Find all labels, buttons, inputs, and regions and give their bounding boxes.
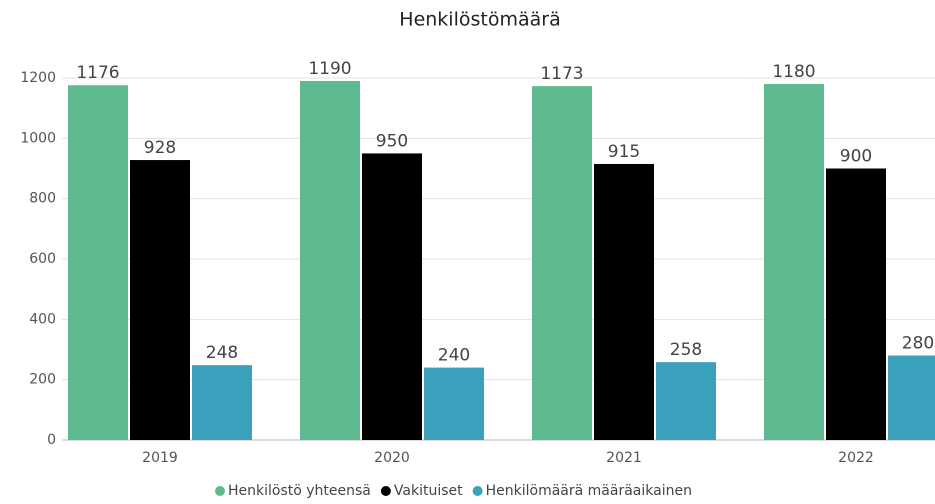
data-label: 928 (144, 138, 176, 158)
data-label: 950 (376, 131, 408, 151)
data-label: 240 (438, 346, 470, 366)
bar (362, 153, 422, 440)
data-label: 1180 (772, 62, 815, 82)
x-tick-label: 2020 (374, 450, 410, 466)
data-label: 280 (902, 334, 934, 354)
data-label: 1190 (308, 59, 351, 79)
y-tick-label: 600 (29, 251, 56, 267)
y-tick-label: 1000 (20, 130, 56, 146)
x-tick-label: 2019 (142, 450, 178, 466)
bar (300, 81, 360, 441)
data-label: 915 (608, 142, 640, 162)
data-label: 258 (670, 340, 702, 360)
legend-label: Henkilöstö yhteensä (228, 483, 371, 499)
legend-label: Henkilömäärä määräaikainen (486, 483, 692, 499)
legend-marker (380, 486, 391, 496)
bar (532, 86, 592, 441)
x-tick-label: 2021 (606, 450, 642, 466)
bar (130, 160, 190, 440)
bar (424, 367, 484, 440)
y-tick-label: 0 (47, 432, 56, 448)
legend-marker (215, 486, 225, 496)
data-label: 248 (206, 343, 238, 363)
y-tick-label: 800 (29, 191, 56, 207)
bar (826, 168, 886, 440)
bar (594, 163, 654, 440)
bar (68, 85, 128, 441)
y-tick-label: 200 (29, 372, 56, 388)
chart-title: Henkilöstömäärä (399, 9, 560, 31)
y-tick-label: 400 (29, 311, 56, 327)
bar (192, 365, 252, 440)
bar (888, 355, 935, 440)
data-label: 1173 (540, 64, 583, 84)
data-label: 900 (840, 147, 872, 167)
bar (656, 362, 716, 440)
data-label: 1176 (76, 63, 119, 83)
x-tick-label: 2022 (838, 450, 874, 466)
y-tick-label: 1200 (20, 70, 56, 86)
bar (764, 84, 824, 441)
legend-marker (472, 486, 483, 496)
legend-label: Vakituiset (394, 483, 463, 499)
